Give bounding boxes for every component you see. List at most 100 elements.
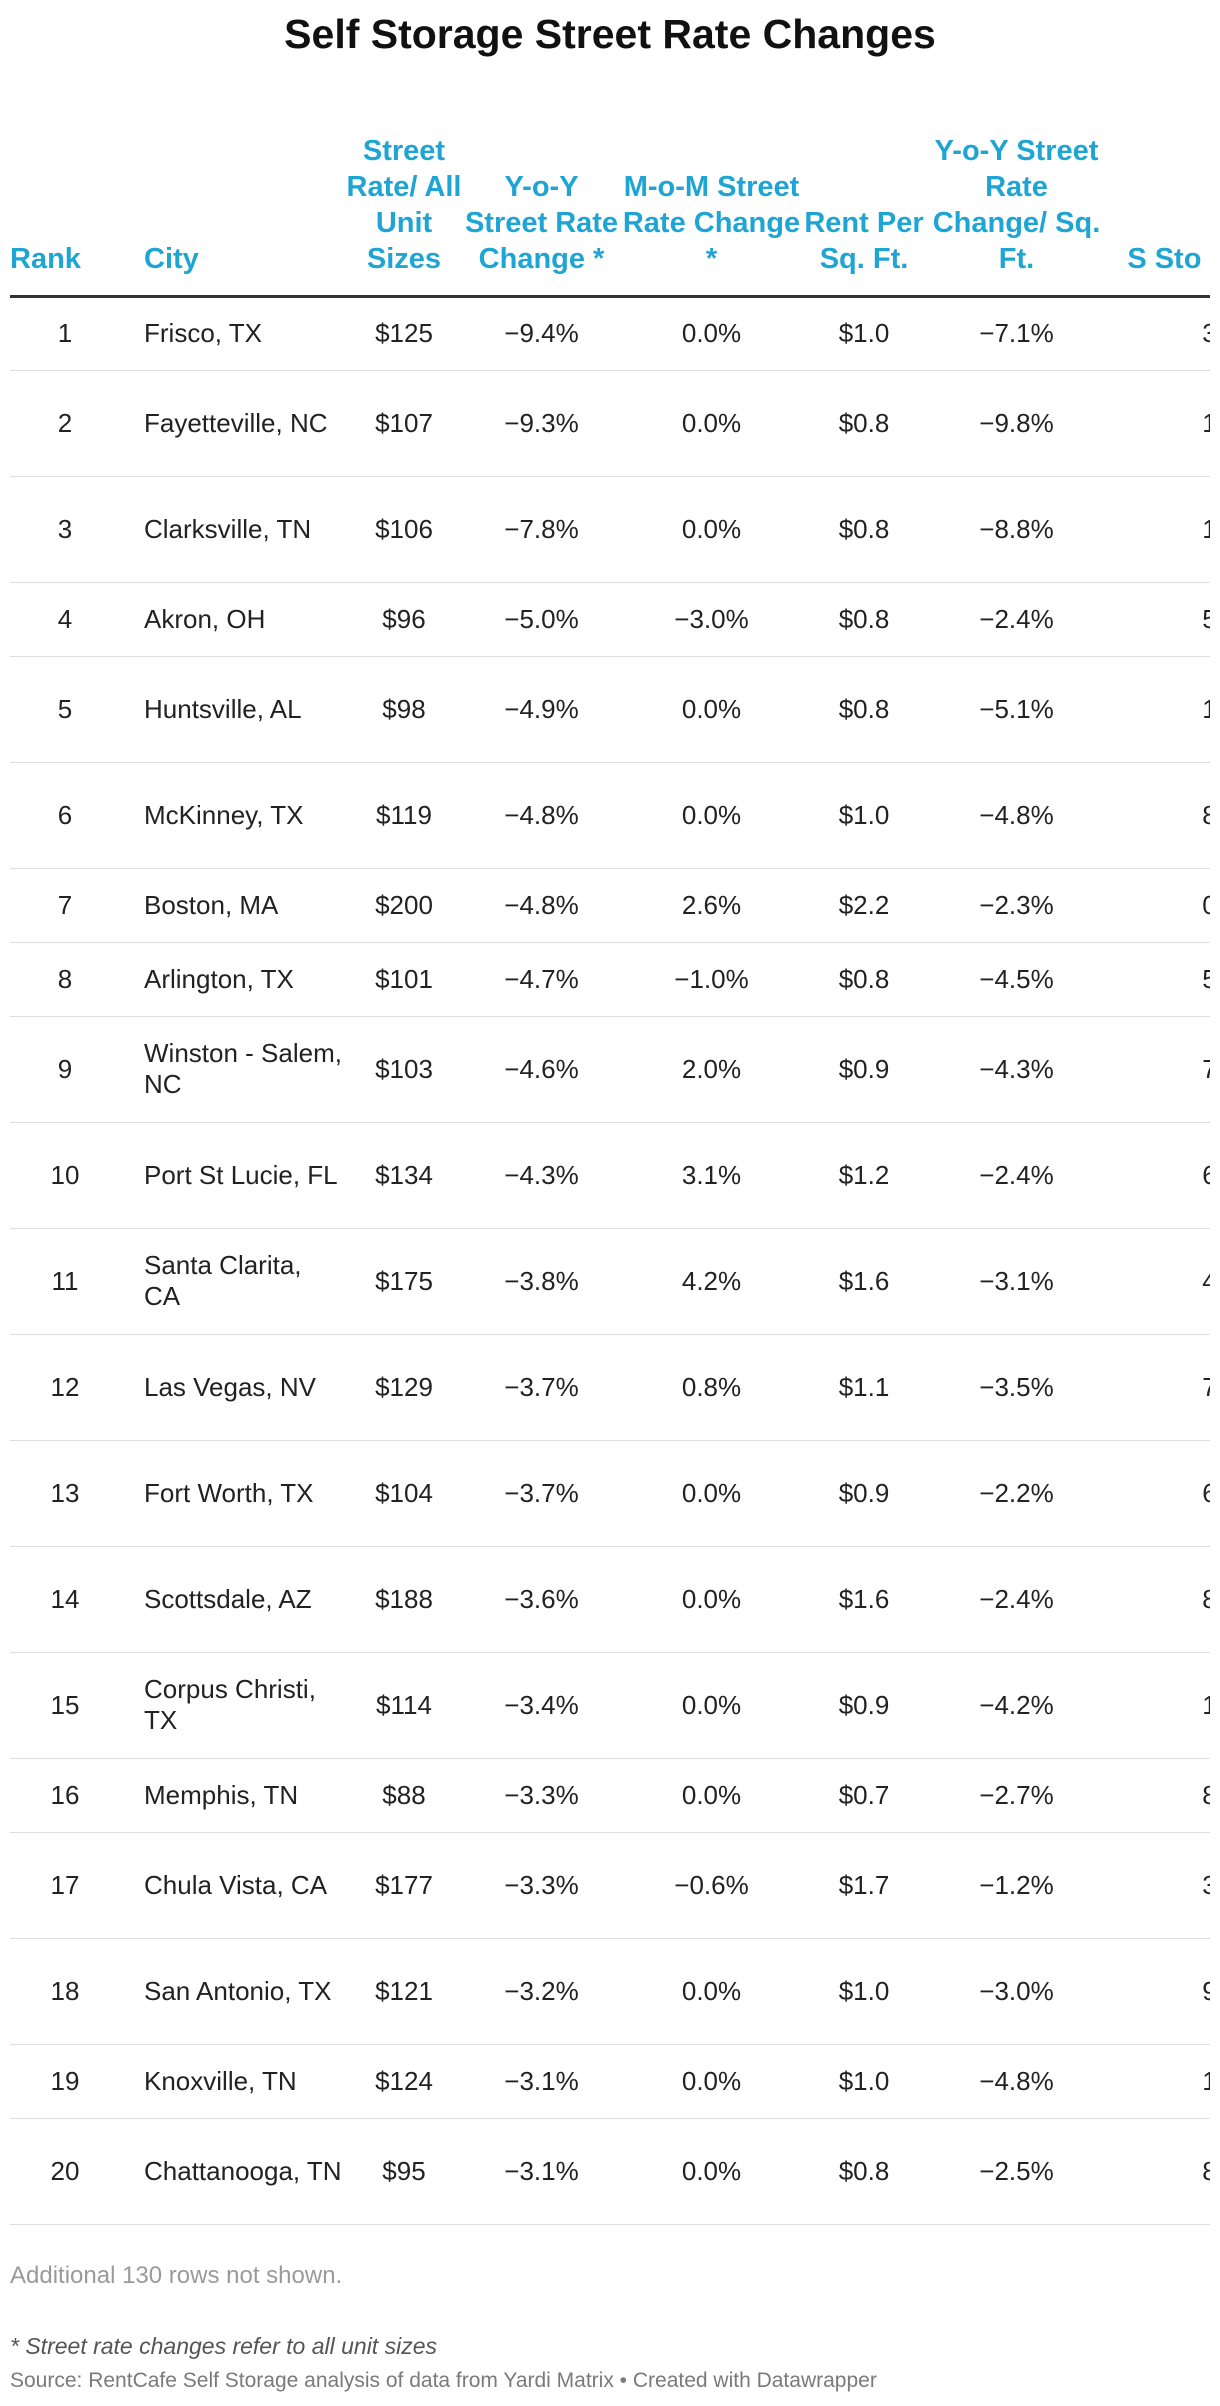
cell-capacity: 1: [1109, 1652, 1210, 1759]
cell-yoy-change: −3.4%: [464, 1652, 619, 1759]
cell-rank: 16: [10, 1758, 144, 1833]
cell-rent-per-sqft: $1.0: [804, 762, 924, 869]
col-header-street-rate[interactable]: Street Rate/ All Unit Sizes: [344, 100, 464, 298]
cell-street-rate: $98: [344, 656, 464, 763]
cell-mom-change: 0.0%: [619, 1440, 804, 1547]
cell-mom-change: 0.0%: [619, 2118, 804, 2225]
table-container: Rank City Street Rate/ All Unit Sizes Y-…: [10, 100, 1210, 2225]
cell-capacity: 0: [1109, 868, 1210, 943]
cell-street-rate: $114: [344, 1652, 464, 1759]
cell-rank: 11: [10, 1228, 144, 1335]
cell-capacity: 7: [1109, 1016, 1210, 1123]
cell-yoy-change-sqft: −7.1%: [924, 296, 1109, 371]
cell-yoy-change: −3.8%: [464, 1228, 619, 1335]
cell-yoy-change: −4.3%: [464, 1122, 619, 1229]
cell-capacity: 3: [1109, 1832, 1210, 1939]
cell-rank: 6: [10, 762, 144, 869]
cell-rent-per-sqft: $1.0: [804, 2044, 924, 2119]
col-header-yoy-change-sqft[interactable]: Y-o-Y Street Rate Change/ Sq. Ft.: [924, 100, 1109, 298]
cell-rent-per-sqft: $1.1: [804, 1334, 924, 1441]
col-header-rank[interactable]: Rank: [10, 100, 144, 298]
col-header-capacity[interactable]: S Sto Sq Ca: [1109, 100, 1210, 298]
cell-yoy-change: −4.6%: [464, 1016, 619, 1123]
cell-yoy-change-sqft: −3.0%: [924, 1938, 1109, 2045]
cell-rank: 18: [10, 1938, 144, 2045]
table-row: 1 Frisco, TX $125 −9.4% 0.0% $1.0 −7.1% 3: [10, 296, 1210, 371]
cell-rent-per-sqft: $0.8: [804, 370, 924, 477]
cell-yoy-change: −4.8%: [464, 868, 619, 943]
cell-rent-per-sqft: $1.0: [804, 1938, 924, 2045]
cell-yoy-change: −4.7%: [464, 942, 619, 1017]
cell-city: Corpus Christi, TX: [144, 1652, 344, 1759]
table-row: 2 Fayetteville, NC $107 −9.3% 0.0% $0.8 −9.8% 1: [10, 370, 1210, 477]
cell-city: Santa Clarita, CA: [144, 1228, 344, 1335]
cell-city: Arlington, TX: [144, 942, 344, 1017]
table-row: 9 Winston - Salem, NC $103 −4.6% 2.0% $0.9 −4.…: [10, 1016, 1210, 1123]
table-row: 20 Chattanooga, TN $95 −3.1% 0.0% $0.8 −2.5% 8: [10, 2118, 1210, 2225]
cell-city: Las Vegas, NV: [144, 1334, 344, 1441]
table-row: 14 Scottsdale, AZ $188 −3.6% 0.0% $1.6 −2.4% 8: [10, 1546, 1210, 1653]
cell-capacity: 7: [1109, 1334, 1210, 1441]
cell-city: San Antonio, TX: [144, 1938, 344, 2045]
cell-street-rate: $107: [344, 370, 464, 477]
cell-rent-per-sqft: $0.9: [804, 1652, 924, 1759]
cell-rent-per-sqft: $1.7: [804, 1832, 924, 1939]
cell-rank: 5: [10, 656, 144, 763]
cell-yoy-change: −3.1%: [464, 2118, 619, 2225]
cell-mom-change: 0.0%: [619, 1652, 804, 1759]
col-header-city[interactable]: City: [144, 100, 344, 298]
cell-rent-per-sqft: $2.2: [804, 868, 924, 943]
cell-city: Knoxville, TN: [144, 2044, 344, 2119]
table-row: 16 Memphis, TN $88 −3.3% 0.0% $0.7 −2.7% 8: [10, 1758, 1210, 1833]
cell-yoy-change-sqft: −2.4%: [924, 1546, 1109, 1653]
cell-capacity: 1: [1109, 476, 1210, 583]
cell-rank: 10: [10, 1122, 144, 1229]
cell-yoy-change-sqft: −2.4%: [924, 582, 1109, 657]
cell-capacity: 8: [1109, 2118, 1210, 2225]
cell-mom-change: 0.0%: [619, 296, 804, 371]
cell-yoy-change: −7.8%: [464, 476, 619, 583]
cell-yoy-change: −9.4%: [464, 296, 619, 371]
table-row: 17 Chula Vista, CA $177 −3.3% −0.6% $1.7 −1.2%…: [10, 1832, 1210, 1939]
cell-city: Boston, MA: [144, 868, 344, 943]
col-header-mom-change[interactable]: M-o-M Street Rate Change *: [619, 100, 804, 298]
cell-street-rate: $177: [344, 1832, 464, 1939]
cell-city: Frisco, TX: [144, 296, 344, 371]
rates-table: Rank City Street Rate/ All Unit Sizes Y-…: [10, 100, 1210, 2225]
col-header-rent-per-sqft[interactable]: Rent Per Sq. Ft.: [804, 100, 924, 298]
cell-street-rate: $96: [344, 582, 464, 657]
table-row: 19 Knoxville, TN $124 −3.1% 0.0% $1.0 −4.8% 1: [10, 2044, 1210, 2119]
cell-capacity: 3: [1109, 296, 1210, 371]
table-body: 1 Frisco, TX $125 −9.4% 0.0% $1.0 −7.1% 3 2 Fayet…: [10, 296, 1210, 2225]
cell-city: Fayetteville, NC: [144, 370, 344, 477]
cell-street-rate: $95: [344, 2118, 464, 2225]
cell-capacity: 6: [1109, 1122, 1210, 1229]
cell-rank: 2: [10, 370, 144, 477]
cell-capacity: 8: [1109, 1758, 1210, 1833]
col-header-yoy-change[interactable]: Y-o-Y Street Rate Change *: [464, 100, 619, 298]
cell-city: Chattanooga, TN: [144, 2118, 344, 2225]
cell-yoy-change-sqft: −8.8%: [924, 476, 1109, 583]
table-row: 4 Akron, OH $96 −5.0% −3.0% $0.8 −2.4% 5: [10, 582, 1210, 657]
cell-rent-per-sqft: $0.8: [804, 656, 924, 763]
cell-rank: 19: [10, 2044, 144, 2119]
cell-rent-per-sqft: $0.8: [804, 2118, 924, 2225]
cell-mom-change: 2.6%: [619, 868, 804, 943]
cell-yoy-change: −9.3%: [464, 370, 619, 477]
cell-yoy-change-sqft: −2.3%: [924, 868, 1109, 943]
cell-yoy-change-sqft: −2.2%: [924, 1440, 1109, 1547]
more-rows-note: Additional 130 rows not shown.: [10, 2262, 343, 2289]
table-row: 5 Huntsville, AL $98 −4.9% 0.0% $0.8 −5.1% 1: [10, 656, 1210, 763]
cell-rent-per-sqft: $1.6: [804, 1546, 924, 1653]
cell-city: Memphis, TN: [144, 1758, 344, 1833]
cell-city: Chula Vista, CA: [144, 1832, 344, 1939]
cell-city: Fort Worth, TX: [144, 1440, 344, 1547]
table-row: 8 Arlington, TX $101 −4.7% −1.0% $0.8 −4.5% 5: [10, 942, 1210, 1017]
cell-street-rate: $106: [344, 476, 464, 583]
cell-capacity: 1: [1109, 370, 1210, 477]
cell-yoy-change: −3.1%: [464, 2044, 619, 2119]
cell-mom-change: 0.0%: [619, 370, 804, 477]
table-row: 12 Las Vegas, NV $129 −3.7% 0.8% $1.1 −3.5% 7: [10, 1334, 1210, 1441]
cell-mom-change: 0.0%: [619, 762, 804, 869]
source-line: Source: RentCafe Self Storage analysis o…: [10, 2369, 877, 2392]
